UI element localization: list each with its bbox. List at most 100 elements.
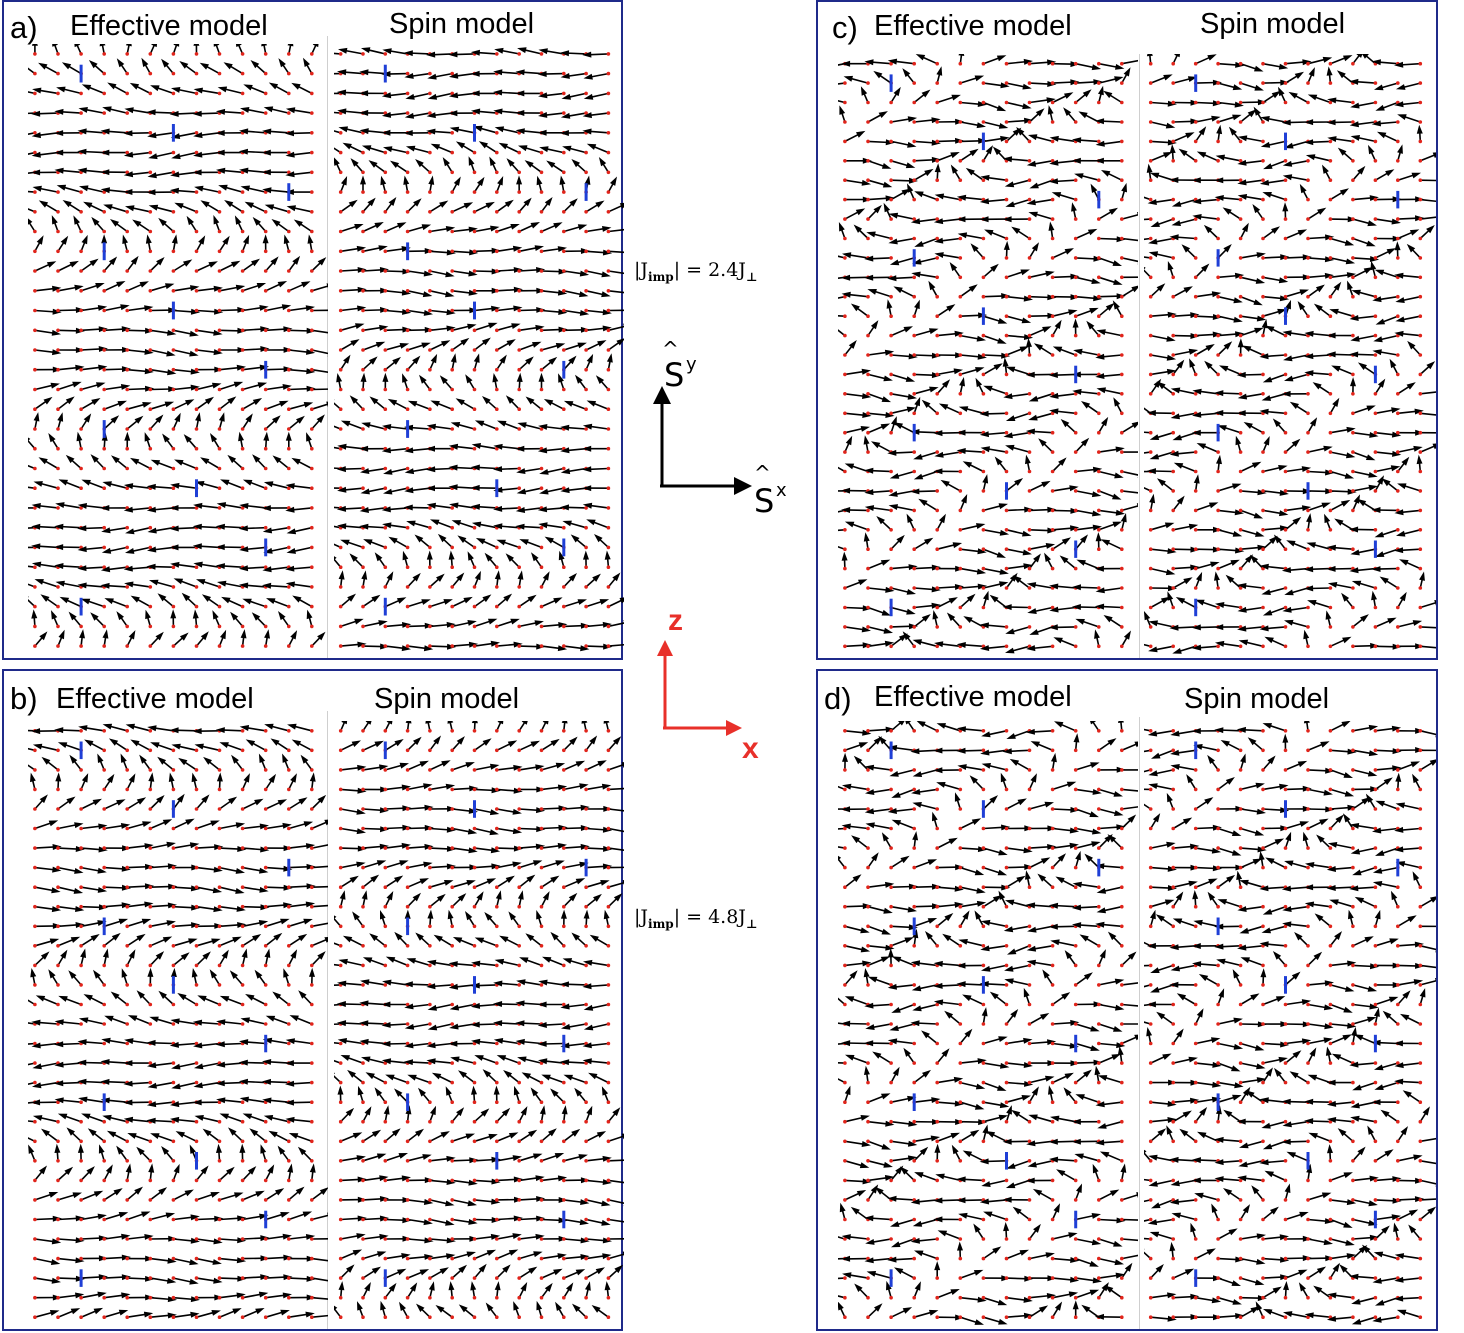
lattice-site	[361, 229, 365, 234]
spin-arrowhead	[291, 739, 302, 747]
spin-arrowhead	[557, 784, 568, 791]
spin-arrowhead	[493, 1020, 503, 1027]
spin-arrowhead	[383, 469, 393, 475]
spin-arrowhead	[474, 420, 485, 427]
spin-arrowhead	[336, 89, 347, 96]
lattice-site	[148, 170, 153, 175]
lattice-site	[338, 545, 343, 550]
spin-arrowhead	[102, 629, 109, 639]
spin-arrowhead	[597, 760, 607, 767]
lattice-site	[361, 407, 365, 412]
spin-arrowhead	[450, 353, 457, 363]
spin-arrowhead	[490, 640, 500, 647]
lattice-site	[171, 924, 176, 929]
spin-arrowhead	[69, 754, 78, 764]
spin-arrowhead	[148, 1163, 155, 1173]
spin-arrowhead	[489, 809, 500, 816]
spin-arrow	[608, 763, 624, 771]
spin-arrowhead	[563, 1074, 573, 1081]
lattice-site	[450, 1119, 454, 1124]
spin-arrowhead	[488, 1133, 498, 1140]
spin-arrowhead	[337, 1038, 347, 1044]
lattice-site	[472, 525, 477, 530]
lattice-site	[539, 1198, 544, 1202]
spin-arrowhead	[421, 342, 431, 349]
spin-arrowhead	[572, 1303, 581, 1312]
lattice-site	[361, 644, 365, 648]
spin-arrow	[334, 467, 341, 470]
spin-arrowhead	[173, 1163, 180, 1174]
spin-arrowhead	[530, 1087, 539, 1097]
lattice-site	[102, 52, 106, 56]
lattice-site	[102, 1237, 106, 1241]
lattice-site	[338, 807, 343, 811]
lattice-site	[562, 768, 566, 772]
lattice-site	[287, 729, 291, 733]
spin-arrowhead	[508, 911, 517, 921]
spin-arrowhead	[379, 324, 389, 331]
spin-arrowhead	[273, 932, 283, 941]
lattice-site	[361, 427, 365, 431]
spin-arrowhead	[419, 878, 429, 885]
lattice-site	[606, 308, 611, 313]
spin-arrowhead	[62, 200, 72, 208]
spin-arrowhead	[80, 948, 86, 958]
spin-arrowhead	[340, 420, 351, 427]
spin-arrowhead	[264, 629, 270, 639]
spin-arrowhead	[277, 1145, 286, 1155]
spin-arrowhead	[404, 73, 414, 79]
lattice-site	[405, 91, 410, 96]
lattice-site	[606, 624, 611, 629]
lattice-site	[56, 91, 60, 96]
lattice-site	[148, 229, 153, 234]
lattice-site	[405, 1139, 410, 1144]
spin-arrowhead	[77, 503, 87, 509]
lattice-site	[263, 1119, 268, 1124]
spin-arrowhead	[478, 141, 488, 149]
spin-arrowhead	[473, 353, 480, 363]
lattice-site	[102, 308, 106, 313]
lattice-site	[338, 846, 343, 850]
spin-arrowhead	[363, 539, 373, 546]
lattice-site	[383, 1315, 388, 1319]
lattice-site	[562, 486, 566, 491]
lattice-site	[405, 1198, 410, 1202]
lattice-site	[310, 1061, 314, 1065]
lattice-site	[148, 1100, 153, 1104]
spin-arrowhead	[553, 597, 563, 604]
spin-arrowhead	[401, 784, 411, 791]
spin-arrow	[311, 922, 328, 928]
lattice-site	[263, 1022, 268, 1026]
spin-arrowhead	[91, 216, 100, 226]
lattice-site	[33, 348, 37, 352]
lattice-site	[56, 846, 60, 850]
lattice-site	[194, 427, 199, 431]
lattice-site	[606, 1178, 611, 1183]
lattice-site	[472, 644, 477, 648]
spin-arrowhead	[436, 573, 445, 582]
spin-arrowhead	[471, 108, 481, 115]
spin-arrowhead	[394, 875, 404, 883]
spin-arrowhead	[490, 847, 501, 854]
spin-arrowhead	[382, 372, 389, 382]
spin-arrow	[101, 44, 105, 55]
spin-arrowhead	[599, 599, 610, 605]
spin-arrowhead	[405, 93, 415, 100]
lattice-site	[517, 1178, 521, 1183]
lattice-site	[405, 963, 410, 968]
spin-arrowhead	[97, 1213, 107, 1220]
lattice-site	[171, 585, 176, 589]
spin-arrowhead	[537, 1022, 547, 1028]
spin-arrowhead	[448, 484, 458, 491]
lattice-site	[194, 367, 199, 372]
spin-arrowhead	[336, 373, 343, 383]
spin-arrowhead	[424, 1254, 434, 1260]
lattice-site	[383, 210, 388, 214]
spin-arrowhead	[84, 739, 94, 747]
lattice-site	[338, 1100, 343, 1104]
lattice-site	[102, 486, 106, 491]
lattice-site	[194, 748, 199, 753]
spin-arrowhead	[227, 396, 237, 405]
spin-arrowhead	[448, 464, 458, 471]
spin-arrowhead	[550, 738, 560, 747]
